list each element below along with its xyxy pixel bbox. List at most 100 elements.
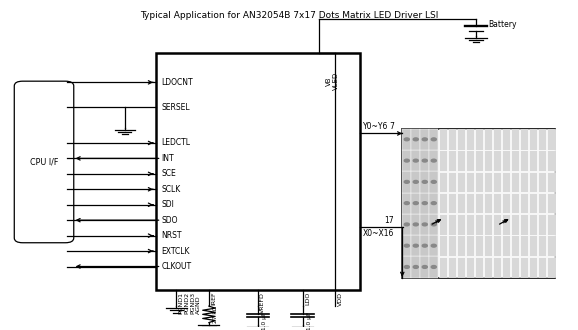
Bar <box>457 193 465 214</box>
Bar <box>420 235 429 256</box>
Bar <box>439 172 447 192</box>
Circle shape <box>431 202 436 205</box>
Bar <box>511 129 518 149</box>
Bar <box>475 257 483 277</box>
Bar <box>484 150 492 171</box>
Bar <box>547 150 555 171</box>
Circle shape <box>404 244 409 247</box>
Bar <box>420 150 429 171</box>
Bar <box>429 192 438 214</box>
Bar <box>420 129 429 150</box>
Bar <box>457 129 465 149</box>
Circle shape <box>413 181 418 183</box>
Bar <box>448 235 455 256</box>
Bar <box>529 235 536 256</box>
Text: 7: 7 <box>389 122 394 131</box>
Bar <box>156 53 360 290</box>
Text: 27 kΩ: 27 kΩ <box>213 306 218 323</box>
Circle shape <box>423 266 427 268</box>
Bar <box>475 129 483 149</box>
Text: LDO: LDO <box>305 292 310 305</box>
Bar <box>511 235 518 256</box>
Bar <box>493 129 501 149</box>
Bar <box>520 235 528 256</box>
Text: Battery: Battery <box>488 20 517 29</box>
Bar <box>429 256 438 278</box>
Text: VB
VLED: VB VLED <box>325 72 339 90</box>
Bar <box>402 150 412 171</box>
Circle shape <box>413 223 418 226</box>
Text: VREFD: VREFD <box>260 292 265 313</box>
Bar <box>448 129 455 149</box>
Bar <box>511 257 518 277</box>
Bar <box>412 150 420 171</box>
Bar <box>429 214 438 235</box>
Text: SCE: SCE <box>162 169 176 178</box>
Bar <box>457 172 465 192</box>
Circle shape <box>431 223 436 226</box>
Circle shape <box>423 159 427 162</box>
Bar <box>529 214 536 235</box>
Bar <box>439 129 447 149</box>
Circle shape <box>404 223 409 226</box>
Bar <box>529 193 536 214</box>
Text: Y0~Y6: Y0~Y6 <box>362 122 388 131</box>
Bar <box>420 192 429 214</box>
Bar <box>484 193 492 214</box>
Bar <box>547 172 555 192</box>
Bar <box>484 257 492 277</box>
Bar <box>448 172 455 192</box>
Text: 1.0 μF: 1.0 μF <box>307 312 312 330</box>
Bar <box>412 192 420 214</box>
Bar <box>502 214 510 235</box>
Bar <box>402 129 412 150</box>
Bar <box>529 172 536 192</box>
Bar <box>475 193 483 214</box>
Bar <box>547 235 555 256</box>
Bar <box>502 257 510 277</box>
Text: X0~X16: X0~X16 <box>362 229 394 238</box>
Bar <box>439 235 447 256</box>
Bar <box>429 129 438 150</box>
Bar <box>466 193 474 214</box>
Bar <box>520 172 528 192</box>
Bar <box>484 129 492 149</box>
Bar <box>511 150 518 171</box>
Bar <box>429 235 438 256</box>
Circle shape <box>404 202 409 205</box>
Bar <box>412 235 420 256</box>
Bar <box>466 235 474 256</box>
Text: VDD: VDD <box>338 292 343 306</box>
Bar <box>520 150 528 171</box>
Bar <box>475 214 483 235</box>
Bar <box>448 150 455 171</box>
Bar <box>484 214 492 235</box>
Bar <box>520 193 528 214</box>
Bar <box>448 214 455 235</box>
Circle shape <box>431 181 436 183</box>
Text: SERSEL: SERSEL <box>162 103 190 112</box>
Bar <box>547 214 555 235</box>
Circle shape <box>431 159 436 162</box>
Bar <box>475 235 483 256</box>
Text: CPU I/F: CPU I/F <box>30 157 58 166</box>
Text: 1.0 μF: 1.0 μF <box>262 312 268 330</box>
Bar <box>402 171 412 192</box>
Bar <box>529 129 536 149</box>
Bar <box>457 257 465 277</box>
Bar <box>502 193 510 214</box>
Bar <box>502 129 510 149</box>
Bar <box>529 257 536 277</box>
Bar <box>475 172 483 192</box>
Text: CLKOUT: CLKOUT <box>162 262 192 271</box>
Bar <box>412 129 420 150</box>
Bar <box>538 150 546 171</box>
Bar <box>484 235 492 256</box>
Circle shape <box>404 266 409 268</box>
Bar <box>402 256 412 278</box>
Bar <box>402 129 555 278</box>
Bar <box>412 256 420 278</box>
Bar <box>457 214 465 235</box>
Bar <box>412 171 420 192</box>
Bar <box>547 193 555 214</box>
